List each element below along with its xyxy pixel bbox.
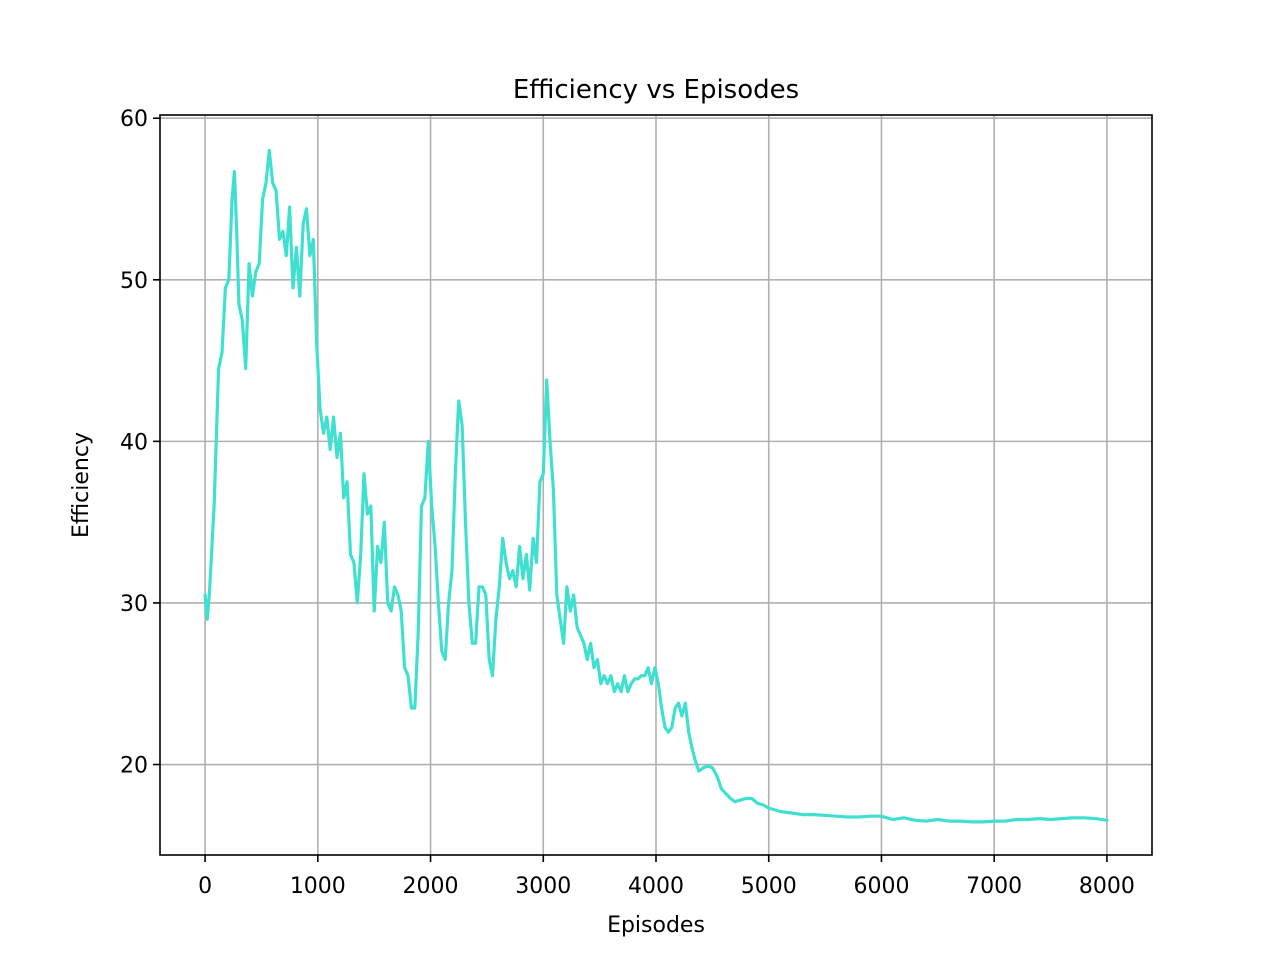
x-tick-label: 1000 — [290, 874, 346, 899]
y-tick-label: 20 — [120, 754, 148, 779]
y-tick-label: 40 — [120, 430, 148, 455]
series-line — [203, 148, 1109, 824]
grid-lines — [160, 115, 1152, 855]
x-tick-label: 3000 — [515, 874, 571, 899]
series-layer — [203, 148, 1109, 824]
y-tick-label: 50 — [120, 269, 148, 294]
y-tick-label: 60 — [120, 107, 148, 132]
x-tick-label: 2000 — [403, 874, 459, 899]
x-tick-label: 5000 — [741, 874, 797, 899]
y-tick-label: 30 — [120, 592, 148, 617]
x-tick-label: 7000 — [966, 874, 1022, 899]
y-axis-label: Efficiency — [69, 432, 94, 538]
x-tick-label: 0 — [198, 874, 212, 899]
x-tick-label: 6000 — [853, 874, 909, 899]
x-tick-label: 8000 — [1079, 874, 1135, 899]
axis-ticks: 0 1000 2000 3000 4000 5000 6000 7000 8000 20 30 40 5… — [120, 107, 1135, 899]
x-tick-label: 4000 — [628, 874, 684, 899]
x-axis-label: Episodes — [607, 913, 705, 938]
chart-title: Efficiency vs Episodes — [513, 75, 799, 105]
